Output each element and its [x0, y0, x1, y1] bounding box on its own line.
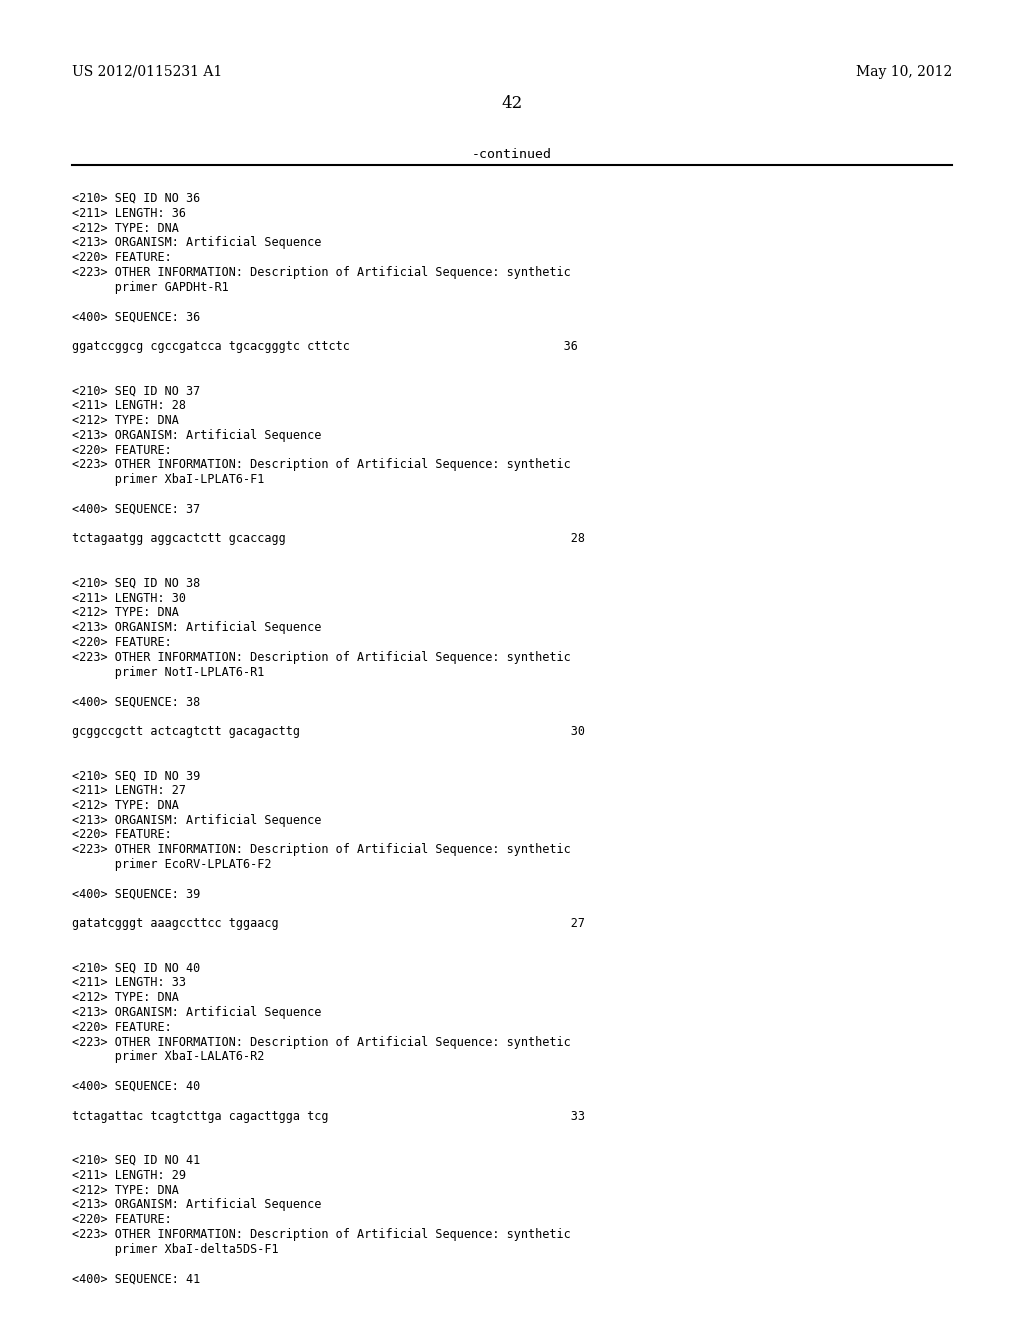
Text: <220> FEATURE:: <220> FEATURE: — [72, 251, 172, 264]
Text: <220> FEATURE:: <220> FEATURE: — [72, 636, 172, 649]
Text: <211> LENGTH: 29: <211> LENGTH: 29 — [72, 1168, 186, 1181]
Text: <223> OTHER INFORMATION: Description of Artificial Sequence: synthetic: <223> OTHER INFORMATION: Description of … — [72, 843, 570, 857]
Text: <211> LENGTH: 30: <211> LENGTH: 30 — [72, 591, 186, 605]
Text: <211> LENGTH: 33: <211> LENGTH: 33 — [72, 977, 186, 990]
Text: <211> LENGTH: 28: <211> LENGTH: 28 — [72, 399, 186, 412]
Text: primer XbaI-delta5DS-F1: primer XbaI-delta5DS-F1 — [72, 1243, 279, 1255]
Text: primer XbaI-LPLAT6-F1: primer XbaI-LPLAT6-F1 — [72, 473, 264, 486]
Text: primer GAPDHt-R1: primer GAPDHt-R1 — [72, 281, 228, 294]
Text: <220> FEATURE:: <220> FEATURE: — [72, 1213, 172, 1226]
Text: gcggccgctt actcagtctt gacagacttg                                      30: gcggccgctt actcagtctt gacagacttg 30 — [72, 725, 585, 738]
Text: 42: 42 — [502, 95, 522, 112]
Text: <213> ORGANISM: Artificial Sequence: <213> ORGANISM: Artificial Sequence — [72, 236, 322, 249]
Text: US 2012/0115231 A1: US 2012/0115231 A1 — [72, 65, 222, 79]
Text: May 10, 2012: May 10, 2012 — [856, 65, 952, 79]
Text: <400> SEQUENCE: 37: <400> SEQUENCE: 37 — [72, 503, 201, 516]
Text: <213> ORGANISM: Artificial Sequence: <213> ORGANISM: Artificial Sequence — [72, 429, 322, 442]
Text: <212> TYPE: DNA: <212> TYPE: DNA — [72, 799, 179, 812]
Text: <220> FEATURE:: <220> FEATURE: — [72, 829, 172, 841]
Text: <400> SEQUENCE: 40: <400> SEQUENCE: 40 — [72, 1080, 201, 1093]
Text: gatatcgggt aaagccttcc tggaacg                                         27: gatatcgggt aaagccttcc tggaacg 27 — [72, 917, 585, 931]
Text: tctagattac tcagtcttga cagacttgga tcg                                  33: tctagattac tcagtcttga cagacttgga tcg 33 — [72, 1110, 585, 1122]
Text: <400> SEQUENCE: 36: <400> SEQUENCE: 36 — [72, 310, 201, 323]
Text: <213> ORGANISM: Artificial Sequence: <213> ORGANISM: Artificial Sequence — [72, 1006, 322, 1019]
Text: <211> LENGTH: 36: <211> LENGTH: 36 — [72, 207, 186, 220]
Text: primer XbaI-LALAT6-R2: primer XbaI-LALAT6-R2 — [72, 1051, 264, 1064]
Text: <212> TYPE: DNA: <212> TYPE: DNA — [72, 222, 179, 235]
Text: ggatccggcg cgccgatcca tgcacgggtc cttctc                              36: ggatccggcg cgccgatcca tgcacgggtc cttctc … — [72, 341, 578, 352]
Text: <210> SEQ ID NO 39: <210> SEQ ID NO 39 — [72, 770, 201, 783]
Text: <212> TYPE: DNA: <212> TYPE: DNA — [72, 991, 179, 1005]
Text: <212> TYPE: DNA: <212> TYPE: DNA — [72, 606, 179, 619]
Text: <223> OTHER INFORMATION: Description of Artificial Sequence: synthetic: <223> OTHER INFORMATION: Description of … — [72, 651, 570, 664]
Text: <400> SEQUENCE: 39: <400> SEQUENCE: 39 — [72, 887, 201, 900]
Text: <223> OTHER INFORMATION: Description of Artificial Sequence: synthetic: <223> OTHER INFORMATION: Description of … — [72, 267, 570, 279]
Text: <211> LENGTH: 27: <211> LENGTH: 27 — [72, 784, 186, 797]
Text: <223> OTHER INFORMATION: Description of Artificial Sequence: synthetic: <223> OTHER INFORMATION: Description of … — [72, 458, 570, 471]
Text: <213> ORGANISM: Artificial Sequence: <213> ORGANISM: Artificial Sequence — [72, 1199, 322, 1212]
Text: <210> SEQ ID NO 38: <210> SEQ ID NO 38 — [72, 577, 201, 590]
Text: <212> TYPE: DNA: <212> TYPE: DNA — [72, 414, 179, 426]
Text: primer EcoRV-LPLAT6-F2: primer EcoRV-LPLAT6-F2 — [72, 858, 271, 871]
Text: <223> OTHER INFORMATION: Description of Artificial Sequence: synthetic: <223> OTHER INFORMATION: Description of … — [72, 1228, 570, 1241]
Text: <210> SEQ ID NO 36: <210> SEQ ID NO 36 — [72, 191, 201, 205]
Text: <210> SEQ ID NO 40: <210> SEQ ID NO 40 — [72, 961, 201, 974]
Text: -continued: -continued — [472, 148, 552, 161]
Text: <220> FEATURE:: <220> FEATURE: — [72, 1020, 172, 1034]
Text: <400> SEQUENCE: 38: <400> SEQUENCE: 38 — [72, 696, 201, 709]
Text: <223> OTHER INFORMATION: Description of Artificial Sequence: synthetic: <223> OTHER INFORMATION: Description of … — [72, 1036, 570, 1048]
Text: <400> SEQUENCE: 41: <400> SEQUENCE: 41 — [72, 1272, 201, 1286]
Text: <210> SEQ ID NO 37: <210> SEQ ID NO 37 — [72, 384, 201, 397]
Text: <210> SEQ ID NO 41: <210> SEQ ID NO 41 — [72, 1154, 201, 1167]
Text: primer NotI-LPLAT6-R1: primer NotI-LPLAT6-R1 — [72, 665, 264, 678]
Text: <213> ORGANISM: Artificial Sequence: <213> ORGANISM: Artificial Sequence — [72, 622, 322, 634]
Text: <213> ORGANISM: Artificial Sequence: <213> ORGANISM: Artificial Sequence — [72, 813, 322, 826]
Text: tctagaatgg aggcactctt gcaccagg                                        28: tctagaatgg aggcactctt gcaccagg 28 — [72, 532, 585, 545]
Text: <220> FEATURE:: <220> FEATURE: — [72, 444, 172, 457]
Text: <212> TYPE: DNA: <212> TYPE: DNA — [72, 1184, 179, 1197]
